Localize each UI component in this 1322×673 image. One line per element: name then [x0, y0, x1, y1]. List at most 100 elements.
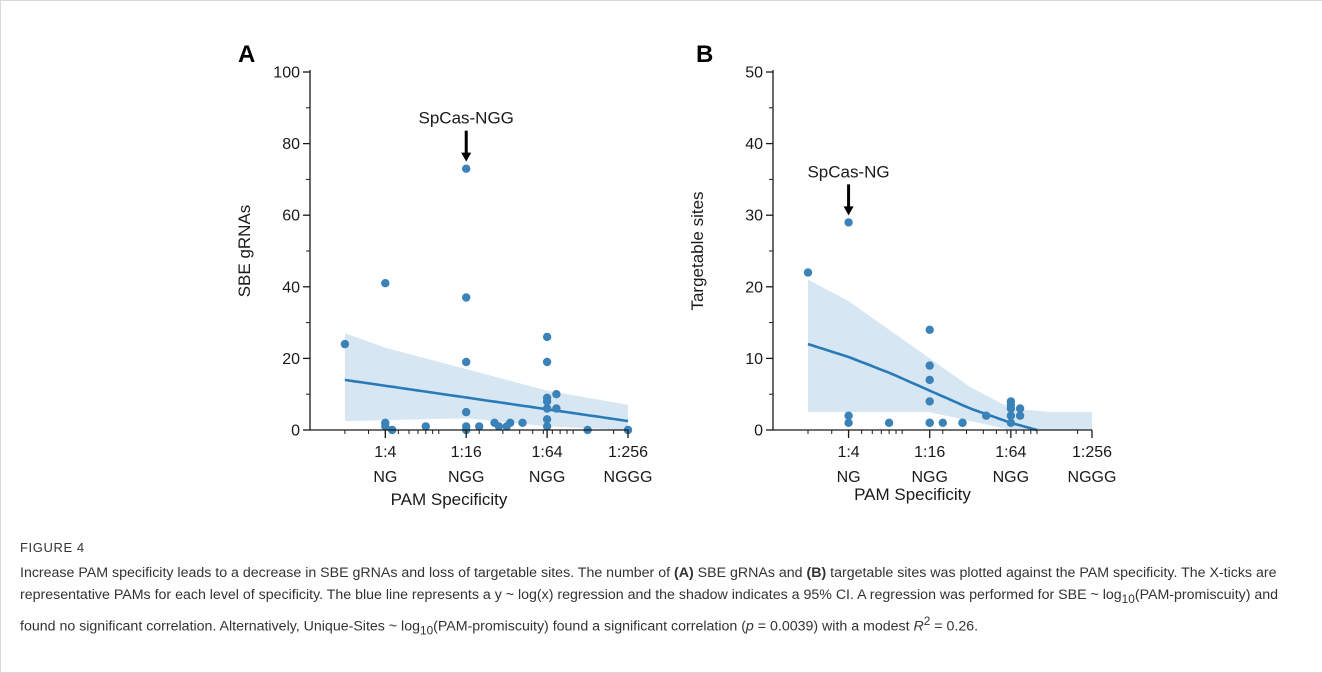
data-point: [542, 332, 552, 342]
x-tick-sublabel: NGG: [993, 469, 1029, 486]
x-tick-label: 1:256: [1072, 444, 1112, 461]
x-tick-label: 1:256: [608, 444, 648, 461]
data-point: [844, 418, 853, 427]
data-point: [542, 404, 552, 413]
x-tick-label: 1:4: [837, 444, 859, 461]
data-point: [494, 422, 504, 431]
y-tick-label: 100: [273, 65, 300, 82]
caption-subscript: 10: [1121, 591, 1135, 606]
data-point: [925, 375, 934, 385]
data-point: [340, 339, 350, 349]
x-tick-sublabel: NG: [837, 469, 861, 486]
x-tick-label: 1:16: [451, 444, 482, 461]
figure-left-border: [0, 0, 1, 673]
annotation-arrow-head: [843, 206, 854, 216]
x-tick-label: 1:64: [532, 444, 563, 461]
x-tick-sublabel: NGG: [911, 469, 947, 486]
y-tick-label: 40: [282, 279, 300, 296]
data-point: [925, 397, 934, 406]
y-tick-label: 20: [282, 351, 300, 368]
caption-part: SBE gRNAs and: [693, 565, 807, 581]
y-tick-label: 10: [745, 351, 763, 368]
data-point: [462, 293, 471, 302]
figure-top-border: [0, 0, 1322, 1]
data-point: [462, 407, 471, 417]
data-point: [542, 397, 552, 406]
data-point: [542, 415, 552, 424]
caption-part: (PAM-promiscuity) and found no significa…: [20, 587, 1279, 635]
data-point: [925, 418, 934, 427]
caption-part: targetable sites was plotted against the…: [20, 565, 1277, 603]
data-point: [884, 418, 894, 427]
caption-text: Increase PAM specificity leads to a decr…: [20, 562, 1310, 641]
caption-ref-a: (A): [674, 565, 694, 581]
x-tick-sublabel: NGG: [448, 469, 484, 486]
caption-r-variable: R: [913, 618, 924, 635]
y-axis-label: SBE gRNAs: [235, 205, 254, 298]
caption-p-variable: p: [745, 618, 754, 635]
annotation-arrow-head: [461, 152, 472, 162]
x-tick-label: 1:4: [374, 444, 396, 461]
caption-ref-b: (B): [806, 565, 827, 581]
x-tick-sublabel: NGGG: [604, 469, 653, 486]
figure-caption: FIGURE 4 Increase PAM specificity leads …: [20, 540, 1310, 641]
x-tick-sublabel: NGG: [529, 469, 565, 486]
annotation-label: SpCas-NG: [807, 162, 889, 181]
data-point: [803, 268, 813, 277]
data-point: [844, 218, 853, 227]
data-point: [552, 390, 561, 399]
y-tick-label: 0: [291, 423, 300, 440]
data-point: [925, 361, 934, 370]
data-point: [938, 418, 947, 427]
data-point: [844, 411, 853, 420]
data-point: [1015, 404, 1025, 413]
confidence-band: [808, 279, 1092, 430]
chart-panel-a: 0 20 40 60 80 100 1:4 NG 1:16 NGG 1:64 NGG 1:256 NGGG…: [235, 41, 652, 509]
data-point: [542, 422, 552, 431]
data-point: [462, 357, 471, 367]
data-point: [1006, 418, 1016, 427]
data-point: [925, 325, 934, 334]
chart-panel-b: 0 10 20 30 40 50 1:4 NG 1:16 NGG 1:64 NGG 1:256 NGGG T…: [688, 41, 1116, 504]
regression-line: [807, 342, 1038, 432]
regression-line: [344, 378, 629, 423]
caption-superscript: 2: [923, 613, 931, 628]
data-point: [1006, 411, 1016, 420]
panel-label: B: [696, 41, 713, 68]
y-tick-label: 80: [282, 136, 300, 153]
data-point: [381, 279, 390, 288]
caption-subscript: 10: [419, 623, 434, 638]
y-axis-label: Targetable sites: [688, 191, 707, 310]
data-point: [475, 422, 484, 431]
caption-part: (PAM-promiscuity) found a significant co…: [433, 618, 746, 635]
x-tick-sublabel: NGGG: [1068, 469, 1117, 486]
y-tick-label: 50: [745, 65, 763, 82]
y-tick-label: 20: [745, 279, 763, 296]
data-point: [1006, 404, 1016, 413]
data-point: [552, 404, 561, 413]
data-point: [958, 418, 967, 427]
caption-part: = 0.0039) with a modest: [753, 618, 914, 635]
panel-label: A: [238, 41, 255, 68]
x-tick-label: 1:64: [995, 444, 1026, 461]
caption-part: = 0.26.: [930, 618, 979, 635]
figure-label: FIGURE 4: [20, 540, 85, 555]
x-tick-label: 1:16: [914, 444, 945, 461]
x-tick-sublabel: NG: [373, 469, 397, 486]
data-point: [421, 422, 430, 431]
y-tick-label: 0: [754, 423, 763, 440]
data-point: [542, 357, 552, 367]
data-point: [982, 411, 991, 420]
data-point: [381, 422, 390, 431]
data-point: [1015, 411, 1025, 420]
y-tick-label: 60: [282, 208, 300, 225]
y-tick-label: 40: [745, 136, 763, 153]
data-point: [462, 164, 471, 173]
y-tick-label: 30: [745, 208, 763, 225]
data-point: [506, 418, 515, 427]
data-point: [518, 418, 527, 427]
caption-part: Increase PAM specificity leads to a decr…: [20, 565, 675, 581]
x-axis-label: PAM Specificity: [391, 490, 508, 509]
figure-charts: 0204060801001:4NG1:16NGG1:64NGG1:256NGGG…: [235, 41, 1116, 509]
annotation-label: SpCas-NGG: [419, 109, 514, 128]
